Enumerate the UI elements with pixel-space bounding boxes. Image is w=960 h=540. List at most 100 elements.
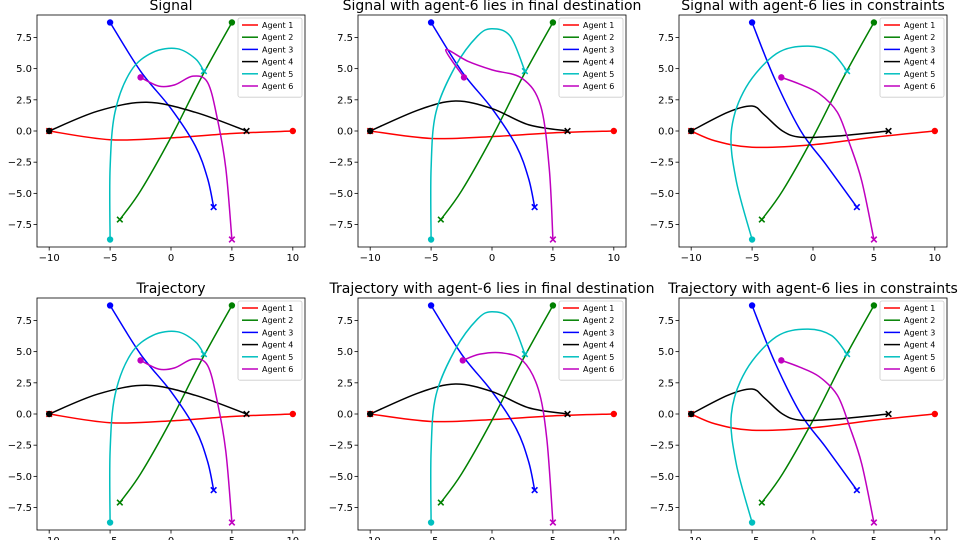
- series-line-agent-6: [444, 48, 554, 240]
- legend-label-agent-2: Agent 2: [262, 316, 293, 325]
- y-tick-label: 2.5: [337, 95, 353, 106]
- chart-panel-3: Signal with agent-6 lies in constraints −…: [650, 0, 948, 264]
- y-tick-label: −7.5: [650, 503, 674, 514]
- x-tick-label: 5: [550, 253, 556, 264]
- chart-title: Trajectory with agent-6 lies in constrai…: [667, 281, 958, 297]
- series-line-agent-3: [751, 305, 858, 491]
- chart-panel-1: Signal −10 −5 0 5 10 −7.5 −5.0 −2.5 0.0 2.5 5.0 7.5 A…: [8, 0, 306, 264]
- start-marker-agent-6: [778, 74, 785, 81]
- end-marker-agent-5: [521, 67, 529, 75]
- y-tick-label: 7.5: [658, 316, 674, 327]
- x-tick-label: 0: [810, 253, 816, 264]
- y-tick-label: 7.5: [337, 316, 353, 327]
- start-marker-agent-6: [137, 74, 144, 81]
- start-marker-agent-1: [610, 127, 618, 135]
- start-marker-agent-2: [870, 302, 878, 309]
- legend-label-agent-6: Agent 6: [904, 82, 935, 91]
- end-marker-agent-5: [843, 67, 851, 75]
- end-marker-agent-6: [870, 519, 878, 526]
- start-marker-agent-6: [459, 357, 466, 364]
- x-tick-label: −10: [681, 253, 702, 264]
- y-tick-label: −7.5: [8, 503, 32, 514]
- legend-label-agent-4: Agent 4: [583, 58, 614, 67]
- x-tick-label: 5: [229, 536, 235, 540]
- x-tick-label: 5: [871, 536, 877, 540]
- legend-label-agent-2: Agent 2: [262, 33, 293, 42]
- legend-label-agent-1: Agent 1: [904, 304, 935, 313]
- x-tick-label: 10: [607, 536, 620, 540]
- series-line-agent-4: [369, 383, 568, 415]
- legend-label-agent-3: Agent 3: [904, 328, 935, 337]
- start-marker-agent-1: [931, 127, 939, 135]
- y-tick-label: 0.0: [16, 410, 32, 421]
- plot-area: [369, 22, 614, 240]
- plot-area: [48, 305, 293, 523]
- start-marker-agent-4: [366, 410, 374, 418]
- x-tick-label: 10: [607, 253, 620, 264]
- x-tick-label: −5: [745, 536, 760, 540]
- legend-label-agent-2: Agent 2: [583, 316, 614, 325]
- start-marker-agent-3: [427, 19, 435, 26]
- y-tick-label: −7.5: [329, 503, 353, 514]
- plot-area: [690, 305, 935, 523]
- chart-panel-2: Signal with agent-6 lies in final destin…: [329, 0, 642, 264]
- series-line-agent-4: [690, 388, 889, 422]
- series-line-agent-5: [108, 330, 205, 523]
- start-marker-agent-2: [228, 19, 236, 26]
- y-tick-label: 5.0: [16, 64, 32, 75]
- series-line-agent-3: [751, 22, 858, 208]
- legend-label-agent-1: Agent 1: [262, 304, 293, 313]
- y-tick-label: 5.0: [658, 64, 674, 75]
- end-marker-agent-2: [116, 499, 124, 506]
- start-marker-agent-5: [106, 519, 114, 526]
- start-marker-agent-1: [610, 410, 618, 418]
- chart-title: Signal: [149, 0, 192, 14]
- x-tick-label: −5: [103, 253, 118, 264]
- start-marker-agent-4: [366, 127, 374, 135]
- start-marker-agent-2: [870, 19, 878, 26]
- legend-label-agent-1: Agent 1: [904, 21, 935, 30]
- legend-label-agent-3: Agent 3: [262, 328, 293, 337]
- series-line-agent-1: [690, 413, 935, 432]
- y-tick-label: 5.0: [337, 64, 353, 75]
- series-line-agent-3: [430, 22, 536, 208]
- start-marker-agent-1: [289, 127, 297, 135]
- chart-title: Signal with agent-6 lies in final destin…: [343, 0, 642, 14]
- y-tick-label: −2.5: [8, 158, 32, 169]
- y-tick-label: −2.5: [329, 158, 353, 169]
- end-marker-agent-4: [564, 410, 571, 418]
- x-tick-label: −5: [424, 253, 439, 264]
- plot-area: [690, 22, 935, 240]
- y-tick-label: −7.5: [650, 220, 674, 231]
- series-line-agent-3: [109, 305, 215, 491]
- x-tick-label: 0: [810, 536, 816, 540]
- x-tick-label: 5: [229, 253, 235, 264]
- legend-label-agent-2: Agent 2: [904, 33, 935, 42]
- legend-label-agent-4: Agent 4: [904, 341, 935, 350]
- x-tick-label: −10: [39, 253, 60, 264]
- end-marker-agent-4: [564, 127, 571, 135]
- series-line-agent-6: [781, 359, 875, 523]
- legend-label-agent-6: Agent 6: [262, 365, 293, 374]
- legend-label-agent-2: Agent 2: [904, 316, 935, 325]
- end-marker-agent-5: [200, 67, 208, 75]
- start-marker-agent-3: [427, 302, 435, 309]
- series-line-agent-2: [440, 22, 554, 220]
- end-marker-agent-4: [243, 127, 250, 135]
- end-marker-agent-3: [531, 203, 539, 211]
- start-marker-agent-2: [228, 302, 236, 309]
- legend-label-agent-4: Agent 4: [583, 341, 614, 350]
- legend-label-agent-6: Agent 6: [583, 82, 614, 91]
- y-tick-label: 0.0: [658, 410, 674, 421]
- start-marker-agent-3: [106, 19, 114, 26]
- end-marker-agent-6: [549, 236, 557, 243]
- end-marker-agent-3: [210, 486, 218, 494]
- x-tick-label: −5: [103, 536, 118, 540]
- legend-label-agent-4: Agent 4: [904, 58, 935, 67]
- series-line-agent-6: [462, 351, 554, 523]
- x-tick-label: −5: [745, 253, 760, 264]
- series-line-agent-4: [48, 384, 247, 415]
- series-line-agent-5: [429, 310, 526, 523]
- chart-panel-6: Trajectory with agent-6 lies in constrai…: [650, 281, 958, 540]
- series-line-agent-1: [690, 130, 935, 149]
